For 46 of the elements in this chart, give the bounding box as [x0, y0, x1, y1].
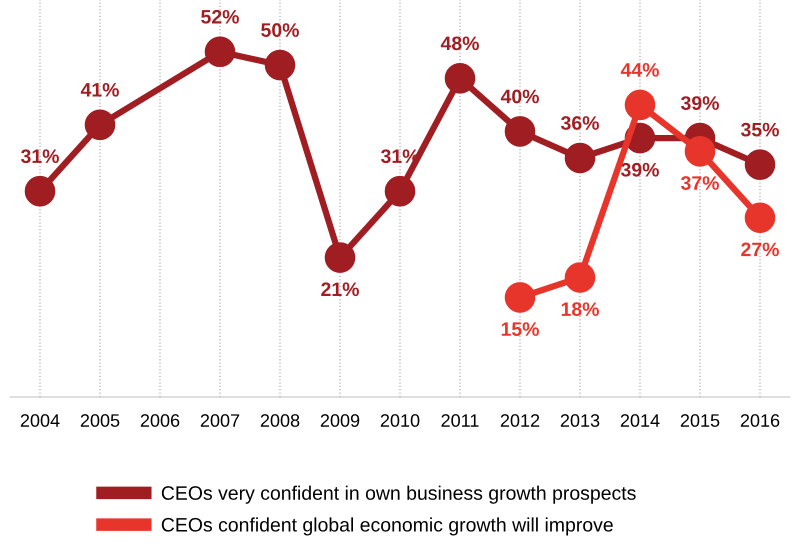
data-label: 39% — [680, 96, 719, 110]
data-label: 18% — [562, 302, 599, 316]
point — [384, 176, 416, 206]
legend-label: CEOs confident global economic growth will improve — [162, 517, 613, 536]
x-tick-label: 2013 — [560, 414, 600, 427]
x-tick-label: 2014 — [620, 414, 660, 427]
data-label: 52% — [201, 10, 239, 24]
data-label: 48% — [440, 36, 479, 50]
point — [204, 36, 236, 68]
legend-label: CEOs very confident in own business growth prospects — [162, 486, 636, 504]
x-tick-label: 2016 — [740, 414, 780, 427]
point — [24, 176, 56, 206]
x-tick-label: 2006 — [140, 414, 180, 427]
data-label: 27% — [741, 242, 779, 256]
x-tick-label: 2004 — [20, 414, 60, 427]
point — [744, 202, 776, 234]
x-tick-label: 2015 — [680, 414, 720, 427]
data-label: 39% — [620, 162, 659, 177]
data-label: 35% — [740, 122, 779, 137]
point — [684, 136, 716, 167]
point — [504, 116, 536, 147]
data-label: 21% — [321, 282, 359, 296]
data-label: 31% — [20, 149, 59, 164]
data-label: 36% — [560, 116, 599, 130]
x-tick-label: 2009 — [320, 414, 360, 427]
data-label: 15% — [502, 322, 539, 336]
point — [564, 142, 596, 174]
data-label: 50% — [261, 23, 299, 37]
x-tick-label: 2011 — [441, 414, 479, 427]
point — [744, 149, 776, 180]
point — [504, 282, 536, 313]
point — [624, 90, 656, 120]
data-label: 37% — [680, 176, 719, 190]
x-tick-label: 2008 — [260, 414, 300, 427]
point — [564, 262, 596, 293]
x-tick-label: 2005 — [80, 414, 120, 427]
point — [84, 110, 116, 140]
data-label: 41% — [80, 82, 119, 97]
point — [324, 242, 356, 273]
data-label: 40% — [500, 90, 539, 104]
x-tick-label: 2007 — [200, 414, 240, 427]
x-tick-label: 2012 — [500, 414, 540, 427]
x-tick-label: 2010 — [380, 414, 420, 427]
data-label: 44% — [620, 63, 659, 77]
point — [444, 63, 476, 94]
point — [264, 50, 296, 80]
